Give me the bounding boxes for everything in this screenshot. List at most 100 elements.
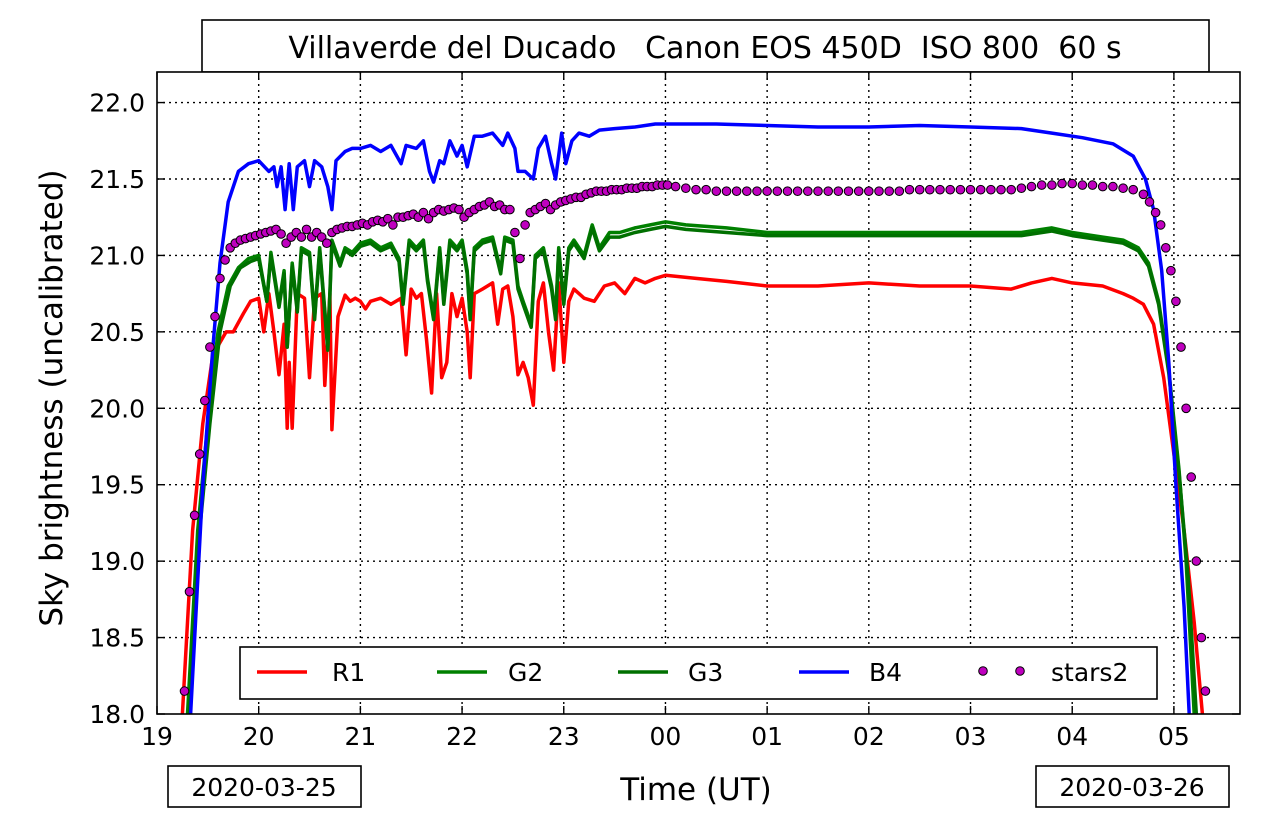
axis-ticks: 19 20 21 22 23 00 01 02 03 04 05 18.0 18.5 19.0 19.5 20… [89,72,1240,751]
series-point-stars2 [1166,265,1176,276]
y-tick-label: 21.0 [89,241,145,270]
y-tick-label: 18.5 [89,624,145,653]
series-point-stars2 [510,227,520,238]
series-point-stars2 [711,186,722,196]
y-tick-label: 20.5 [89,318,145,347]
series-point-stars2 [731,186,742,196]
series-point-stars2 [701,184,711,195]
series-point-stars2 [210,311,220,322]
series-point-stars2 [540,198,551,209]
series-point-stars2 [853,186,864,196]
series-point-stars2 [1087,180,1098,190]
series-point-stars2 [782,186,793,196]
end-date-box [1035,765,1230,808]
x-tick-label: 00 [650,722,682,751]
series-point-stars2 [276,229,286,239]
series-point-stars2 [742,186,752,196]
series-point-stars2 [884,186,895,196]
series-point-stars2 [1108,181,1118,192]
series-point-stars2 [454,204,464,215]
series-point-stars2 [1186,472,1196,482]
series-point-stars2 [1016,183,1027,193]
legend-box [239,646,1158,700]
series-point-stars2 [189,510,200,521]
series-layer [179,122,1211,714]
legend-label-r1: R1 [332,658,365,687]
x-tick-label: 02 [853,722,885,751]
x-tick-label: 20 [243,722,275,751]
x-tick-label: 23 [548,722,580,751]
series-point-stars2 [874,186,884,196]
series-point-stars2 [200,395,210,406]
series-point-stars2 [1067,178,1077,189]
series-point-stars2 [1161,243,1171,253]
x-tick-label: 05 [1158,722,1190,751]
series-point-stars2 [515,253,525,264]
series-point-stars2 [1006,184,1017,195]
series-point-stars2 [1026,181,1037,192]
series-point-stars2 [914,184,925,195]
series-point-stars2 [843,186,854,196]
series-point-stars2 [1144,197,1155,207]
series-point-stars2 [935,184,945,195]
series-point-stars2 [996,184,1006,195]
x-tick-label: 04 [1056,722,1088,751]
series-point-stars2 [316,232,327,242]
legend-label-g3: G3 [688,658,723,687]
series-point-stars2 [220,255,230,265]
series-point-stars2 [681,183,691,193]
series-point-stars2 [322,238,332,248]
series-point-stars2 [925,184,935,195]
series-point-stars2 [301,224,312,235]
legend-label-b4: B4 [869,658,902,687]
y-axis-title: Sky brightness (uncalibrated) [34,169,70,626]
series-point-stars2 [1138,189,1149,200]
legend-marker-stars2-b [1015,666,1025,676]
series-point-stars2 [904,184,915,195]
series-point-stars2 [955,184,966,195]
legend-label-g2: G2 [508,658,543,687]
series-point-stars2 [803,186,813,196]
chart-title-box [201,19,1210,73]
series-point-stars2 [1176,342,1186,352]
x-tick-label: 22 [446,722,478,751]
series-point-stars2 [772,186,783,196]
series-line-g3 [187,224,1199,714]
series-point-stars2 [1196,632,1207,643]
series-point-stars2 [179,686,190,696]
series-point-stars2 [662,180,673,190]
series-point-stars2 [1191,556,1202,566]
series-point-stars2 [194,449,205,459]
series-point-stars2 [1200,686,1211,696]
series-point-stars2 [1181,403,1191,414]
x-tick-label: 01 [751,722,783,751]
legend: R1 G2 G3 B4 stars2 [239,646,1158,700]
series-line-b4 [188,122,1191,714]
series-point-stars2 [813,186,823,196]
x-tick-label: 21 [344,722,376,751]
series-point-stars2 [184,586,195,597]
y-tick-label: 22.0 [89,89,145,118]
series-point-stars2 [281,238,291,248]
y-tick-label: 20.0 [89,394,145,423]
x-tick-label: 03 [955,722,987,751]
series-point-stars2 [894,186,905,196]
series-point-stars2 [388,220,398,230]
series-point-stars2 [1057,178,1067,189]
series-point-stars2 [975,184,986,195]
plot-area [157,72,1240,714]
series-point-stars2 [792,186,803,196]
series-point-stars2 [1171,296,1181,307]
series-point-stars2 [1077,180,1088,190]
series-line-r1 [180,273,1205,714]
series-point-stars2 [833,186,844,196]
plot-frame [156,71,1241,715]
series-point-stars2 [1128,184,1138,195]
series-point-stars2 [296,232,307,242]
series-point-stars2 [418,207,429,218]
end-date-label: 2020-03-26 [1059,773,1204,802]
series-point-stars2 [986,184,996,195]
start-date-label: 2020-03-25 [191,773,336,802]
series-point-stars2 [1097,181,1108,192]
